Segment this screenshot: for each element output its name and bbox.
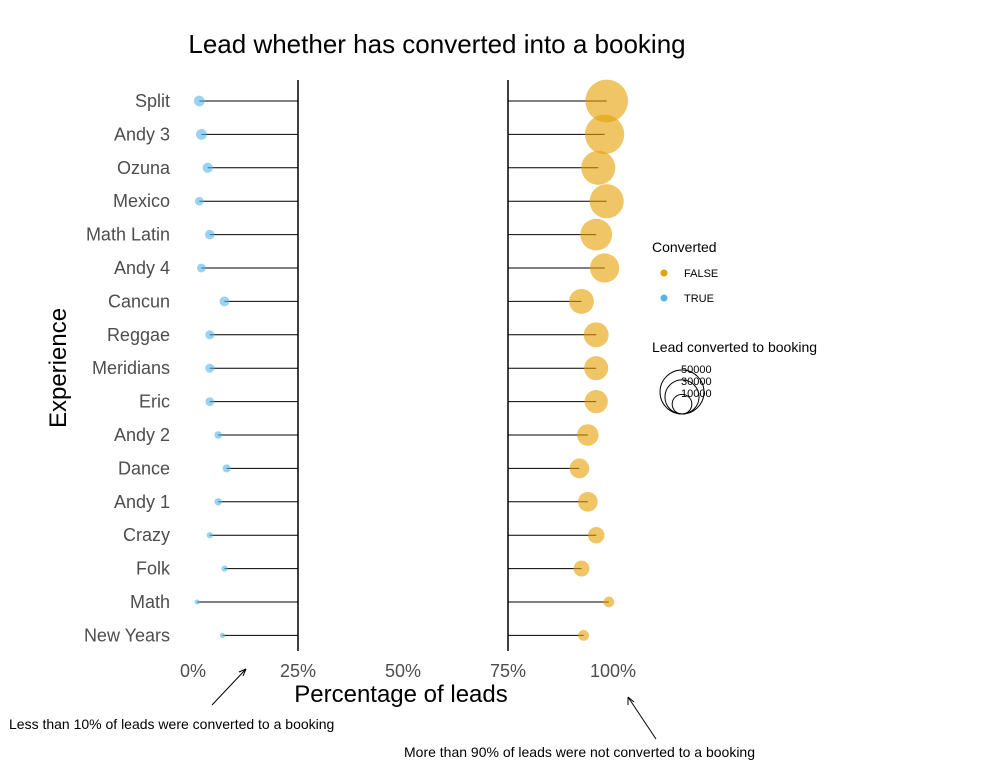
legend-swatch-true (660, 294, 668, 302)
point-false-dance (569, 458, 590, 479)
point-false-split (585, 79, 629, 123)
category-label-mexico: Mexico (113, 191, 170, 211)
legend-label-false: FALSE (684, 268, 718, 280)
point-false-andy-4 (590, 253, 620, 283)
category-label-new-years: New Years (84, 625, 170, 645)
category-label-meridians: Meridians (92, 358, 170, 378)
point-false-reggae (583, 322, 609, 348)
x-axis-title: Percentage of leads (294, 681, 507, 708)
point-false-meridians (584, 356, 609, 381)
legend-size-label-50000: 50000 (681, 364, 712, 376)
point-false-eric (584, 389, 608, 414)
point-true-split (193, 95, 205, 107)
point-true-andy-3 (196, 129, 207, 140)
y-axis-title: Experience (45, 308, 72, 428)
legend-size-circle-10000 (671, 393, 693, 415)
point-true-reggae (205, 330, 215, 340)
category-label-andy-2: Andy 2 (114, 425, 170, 445)
category-label-dance: Dance (118, 458, 170, 478)
x-tick-label-0: 0% (180, 661, 206, 681)
point-false-new-years (578, 630, 589, 641)
category-label-eric: Eric (139, 392, 170, 412)
x-tick-label-25: 25% (280, 661, 316, 681)
category-label-math: Math (130, 592, 170, 612)
point-true-folk (221, 565, 228, 572)
category-label-andy-4: Andy 4 (114, 258, 170, 278)
point-false-crazy (587, 526, 605, 544)
point-true-crazy (206, 532, 213, 539)
point-true-meridians (205, 363, 215, 373)
point-false-math-latin (580, 218, 613, 251)
category-labels: Split Andy 3 Ozuna Mexico Math Latin Andy 4 Ca… (84, 91, 171, 645)
point-false-cancun (569, 288, 594, 314)
axis-lines (297, 80, 509, 651)
category-label-split: Split (135, 91, 170, 111)
point-false-andy-2 (577, 424, 599, 446)
x-tick-labels: 0% 25% 50% 75% 100% (180, 661, 636, 681)
x-tick-label-100: 100% (590, 661, 636, 681)
annotation-arrowhead-right (627, 696, 635, 705)
point-true-mexico (195, 196, 204, 206)
point-true-new-years (219, 632, 226, 639)
category-label-crazy: Crazy (123, 525, 170, 545)
annotation-right: More than 90% of leads were not converte… (404, 744, 755, 760)
segments-layer (197, 100, 609, 636)
point-true-eric (205, 397, 215, 406)
point-true-ozuna (202, 162, 213, 173)
point-true-math (194, 599, 200, 605)
category-label-folk: Folk (136, 559, 171, 579)
point-true-andy-4 (197, 263, 206, 273)
annotation-arrow-right (627, 696, 657, 740)
legend-size-label-10000: 10000 (681, 388, 712, 400)
category-label-andy-3: Andy 3 (114, 124, 170, 144)
annotation-arrow-left (211, 668, 247, 706)
point-false-folk (573, 560, 590, 577)
category-label-reggae: Reggae (107, 325, 170, 345)
legend-size-label-30000: 30000 (681, 376, 712, 388)
chart-title: Lead whether has converted into a bookin… (188, 29, 685, 59)
category-label-cancun: Cancun (108, 291, 170, 311)
annotation-left: Less than 10% of leads were converted to… (9, 716, 334, 732)
point-true-math-latin (204, 229, 215, 240)
legend-color-title: Converted (652, 239, 717, 255)
points-layer (193, 79, 629, 641)
legend-size-title: Lead converted to booking (652, 339, 817, 355)
annotation-arrowhead-left (238, 668, 247, 677)
point-true-dance (222, 464, 231, 473)
point-true-cancun (219, 296, 230, 307)
point-false-ozuna (581, 150, 616, 185)
legend-swatch-false (660, 269, 668, 277)
category-label-math-latin: Math Latin (86, 225, 170, 245)
annotations: Less than 10% of leads were converted to… (9, 668, 755, 760)
category-label-ozuna: Ozuna (117, 158, 171, 178)
point-false-andy-1 (577, 491, 598, 512)
x-tick-label-75: 75% (490, 661, 526, 681)
legend-label-true: TRUE (684, 293, 714, 305)
category-label-andy-1: Andy 1 (114, 492, 170, 512)
legend-size-circles (659, 369, 705, 415)
point-true-andy-1 (214, 498, 222, 506)
point-false-andy-3 (584, 114, 625, 155)
point-false-math (603, 596, 615, 608)
point-false-mexico (589, 184, 624, 219)
x-tick-label-50: 50% (385, 661, 421, 681)
legend: Converted FALSE TRUE Lead converted to b… (652, 239, 817, 415)
point-true-andy-2 (214, 431, 223, 439)
